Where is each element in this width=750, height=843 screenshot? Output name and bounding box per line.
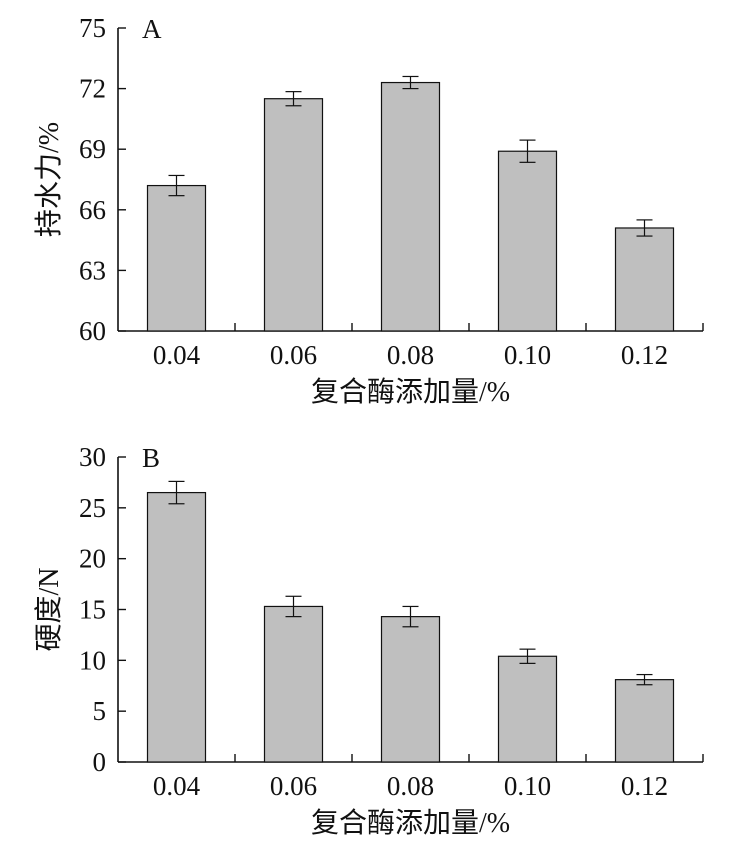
x-axis-title: 复合酶添加量/% xyxy=(311,376,510,408)
y-tick-label: 69 xyxy=(79,134,106,164)
x-tick-label: 0.12 xyxy=(621,340,668,370)
y-tick-label: 10 xyxy=(79,645,106,675)
bar xyxy=(146,491,207,763)
bar xyxy=(614,679,675,763)
y-tick-label: 0 xyxy=(93,747,107,777)
y-tick-label: 72 xyxy=(79,74,106,104)
y-axis-title: 硬度/N xyxy=(33,567,65,651)
bar xyxy=(497,150,558,332)
bar xyxy=(146,184,207,332)
x-tick-label: 0.12 xyxy=(621,771,668,801)
panel-a: 60 63 66 69 72 75 0.04 0.06 0.08 0.10 0.12 A 复合酶添加量/… xyxy=(33,13,704,408)
y-tick-label: 75 xyxy=(79,13,106,43)
y-tick-label: 15 xyxy=(79,595,106,625)
x-tick-label: 0.04 xyxy=(153,771,201,801)
panel-b: 0 5 10 15 20 25 30 0.04 0.06 0.08 0.10 0.12 B 复合酶添加量/… xyxy=(33,442,704,839)
bar xyxy=(263,605,324,763)
x-tick-label: 0.06 xyxy=(270,771,317,801)
bar xyxy=(497,655,558,763)
y-tick-label: 66 xyxy=(79,195,106,225)
x-axis-title: 复合酶添加量/% xyxy=(311,807,510,839)
x-tick-label: 0.08 xyxy=(387,771,434,801)
x-tick-label: 0.06 xyxy=(270,340,317,370)
y-tick-label: 5 xyxy=(93,696,107,726)
y-tick-label: 25 xyxy=(79,493,106,523)
bar xyxy=(380,81,441,332)
bar xyxy=(380,616,441,763)
panel-label: A xyxy=(142,14,162,44)
x-tick-label: 0.04 xyxy=(153,340,201,370)
x-tick-label: 0.10 xyxy=(504,340,551,370)
y-tick-label: 30 xyxy=(79,442,106,472)
bar xyxy=(614,227,675,332)
x-tick-label: 0.08 xyxy=(387,340,434,370)
bar xyxy=(263,98,324,332)
y-tick-label: 60 xyxy=(79,316,106,346)
y-axis-title: 持水力/% xyxy=(33,122,65,237)
y-tick-label: 63 xyxy=(79,255,106,285)
panel-label: B xyxy=(142,443,160,473)
y-tick-label: 20 xyxy=(79,544,106,574)
x-tick-label: 0.10 xyxy=(504,771,551,801)
